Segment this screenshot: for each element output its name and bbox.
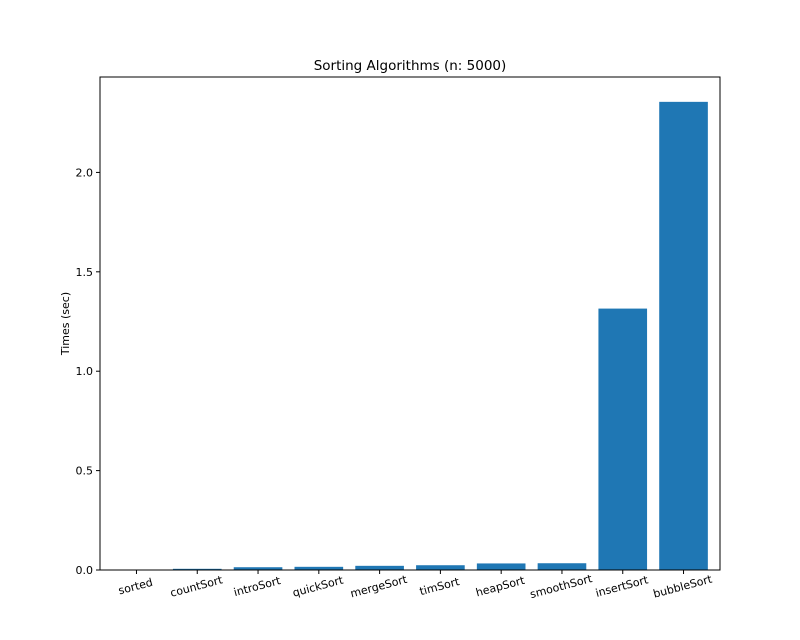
plot-area-frame [99, 76, 721, 571]
y-tick-label: 2.0 [76, 166, 94, 179]
y-tick-label: 1.5 [76, 266, 94, 279]
x-tick-label-insertSort: insertSort [594, 573, 650, 600]
x-tick-label-timSort: timSort [418, 575, 461, 598]
x-tick-label-smoothSort: smoothSort [529, 572, 595, 601]
bar-bubbleSort [659, 101, 708, 570]
chart-title: Sorting Algorithms (n: 5000) [314, 58, 507, 74]
x-tick-label-bubbleSort: bubbleSort [652, 572, 714, 600]
x-tick-label-introSort: introSort [232, 574, 282, 599]
x-axis: sorted countSort introSort quickSort mergeSo… [117, 570, 714, 601]
bar-introSort [233, 567, 283, 570]
x-tick-label-quickSort: quickSort [291, 573, 345, 599]
bar-insertSort [598, 308, 648, 570]
bar-quickSort [294, 566, 344, 570]
y-axis: 0.0 0.5 1.0 1.5 2.0 [76, 166, 100, 577]
x-tick-label-mergeSort: mergeSort [349, 573, 409, 601]
y-tick-label: 0.5 [76, 465, 94, 478]
y-axis-label: Times (sec) [59, 292, 72, 356]
bar-smoothSort [537, 563, 587, 570]
x-tick-label-countSort: countSort [169, 573, 225, 600]
bar-countSort [172, 568, 222, 570]
x-tick-label-sorted: sorted [117, 576, 154, 598]
bar-timSort [416, 565, 465, 570]
bar-heapSort [476, 563, 526, 570]
x-tick-label-heapSort: heapSort [474, 574, 526, 600]
y-tick-label: 0.0 [76, 564, 94, 577]
bar-mergeSort [355, 565, 404, 570]
bars-group [112, 101, 708, 570]
y-tick-label: 1.0 [76, 365, 94, 378]
